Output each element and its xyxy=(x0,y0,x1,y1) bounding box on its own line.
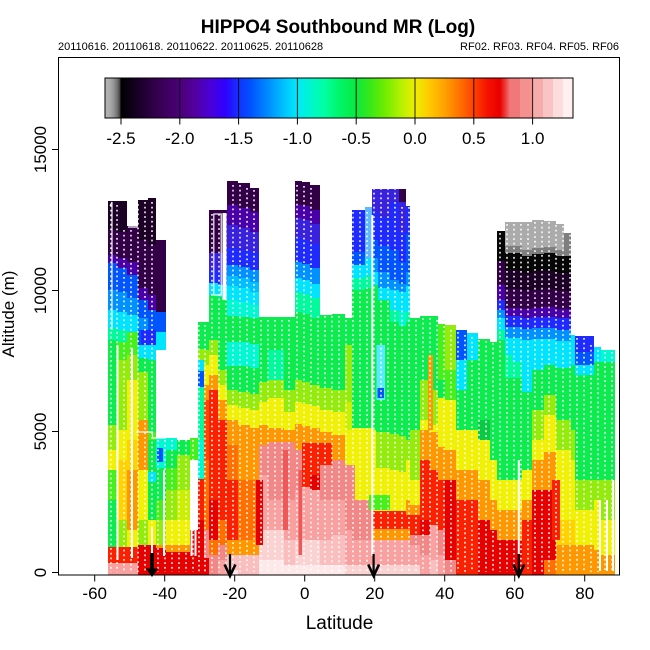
svg-text:60: 60 xyxy=(505,584,524,603)
svg-text:-60: -60 xyxy=(82,584,107,603)
svg-text:-0.5: -0.5 xyxy=(342,129,371,148)
svg-text:0: 0 xyxy=(300,584,309,603)
svg-text:80: 80 xyxy=(575,584,594,603)
svg-text:0: 0 xyxy=(31,568,50,577)
svg-text:-1.5: -1.5 xyxy=(224,129,253,148)
svg-text:1.0: 1.0 xyxy=(521,129,545,148)
svg-text:20: 20 xyxy=(365,584,384,603)
svg-text:Latitude: Latitude xyxy=(306,613,374,634)
svg-text:15000: 15000 xyxy=(31,126,50,173)
svg-text:0.0: 0.0 xyxy=(403,129,427,148)
svg-text:RF02. RF03. RF04. RF05. RF06: RF02. RF03. RF04. RF05. RF06 xyxy=(460,41,619,53)
svg-text:20110616. 20110618. 20110622.: 20110616. 20110618. 20110622. 20110625. … xyxy=(58,41,323,53)
svg-text:HIPPO4 Southbound MR (Log): HIPPO4 Southbound MR (Log) xyxy=(201,17,475,38)
svg-text:0.5: 0.5 xyxy=(462,129,486,148)
svg-text:-1.0: -1.0 xyxy=(283,129,312,148)
svg-text:5000: 5000 xyxy=(31,413,50,451)
svg-text:-20: -20 xyxy=(222,584,247,603)
svg-text:40: 40 xyxy=(435,584,454,603)
svg-text:-2.5: -2.5 xyxy=(106,129,135,148)
svg-text:10000: 10000 xyxy=(31,267,50,314)
svg-text:-2.0: -2.0 xyxy=(165,129,194,148)
svg-text:-40: -40 xyxy=(152,584,177,603)
svg-text:Altitude (m): Altitude (m) xyxy=(0,271,18,358)
